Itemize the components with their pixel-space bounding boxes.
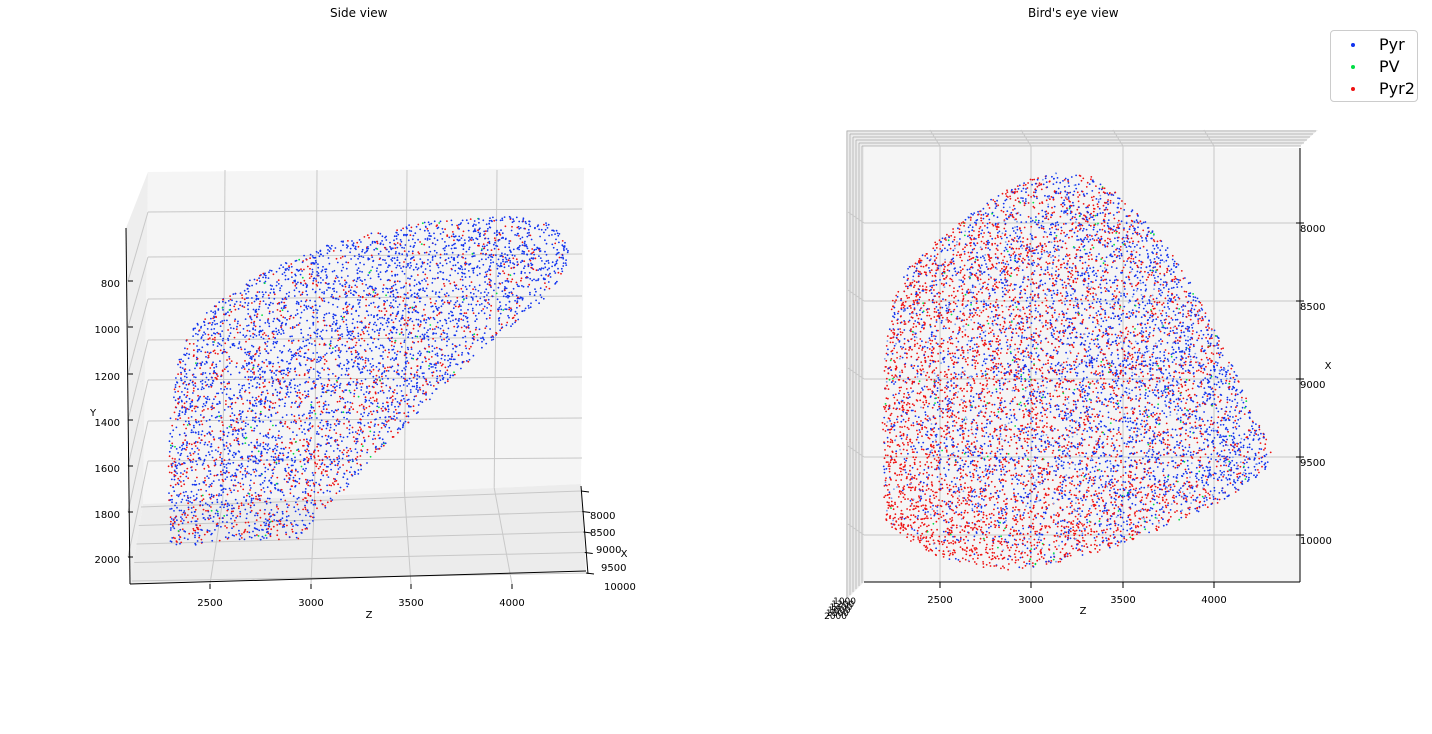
bev-tick-x-9000: 9000 bbox=[1300, 380, 1325, 391]
legend-marker-pyr2 bbox=[1351, 87, 1355, 91]
legend-marker-pv bbox=[1351, 65, 1355, 69]
side-tick-y-1000: 1000 bbox=[95, 325, 120, 336]
side-tick-y-1400: 1400 bbox=[95, 418, 120, 429]
legend-label-pyr: Pyr bbox=[1379, 35, 1405, 54]
bev-left-pane bbox=[846, 130, 864, 600]
bev-leftgrid-x-10000 bbox=[847, 523, 865, 536]
side-leftgrid-y-2000 bbox=[127, 460, 149, 558]
side-grid-z-3500 bbox=[403, 169, 408, 492]
side-x-axis-line bbox=[580, 485, 589, 575]
side-tick-y-1800: 1800 bbox=[95, 510, 120, 521]
legend-label-pv: PV bbox=[1379, 57, 1400, 76]
side-leftgrid-y-1800 bbox=[127, 420, 149, 513]
side-tick-x-9500: 9500 bbox=[601, 563, 626, 574]
side-tick-x-8500: 8500 bbox=[590, 528, 615, 539]
legend-marker-pyr bbox=[1351, 43, 1355, 47]
bev-topgrid-z-4000 bbox=[1203, 129, 1215, 147]
bev-leftgrid-x-9500 bbox=[847, 445, 865, 458]
side-leftgrid-y-1600 bbox=[127, 379, 149, 467]
bev-leftgrid-x-9000 bbox=[847, 367, 865, 380]
bev-z-axis-label: Z bbox=[1080, 606, 1087, 617]
bev-topgrid-z-2500 bbox=[929, 129, 941, 147]
side-floorgrid-z-3500 bbox=[403, 491, 412, 585]
side-floorgrid-x-8000 bbox=[140, 490, 582, 508]
bev-tick-x-8500: 8500 bbox=[1300, 302, 1325, 313]
bev-tick-y-1600: 1600 bbox=[828, 606, 851, 616]
bev-top-pane bbox=[846, 130, 1318, 146]
side-leftgrid-y-1200 bbox=[127, 298, 149, 375]
birds-eye-view-title: Bird's eye view bbox=[1028, 6, 1119, 20]
side-leftgrid-y-1400 bbox=[127, 339, 149, 421]
side-y-axis-label: Y bbox=[89, 408, 97, 419]
bev-leftgrid-x-8000 bbox=[847, 211, 865, 224]
bev-tick-z-3500: 3500 bbox=[1110, 595, 1135, 606]
bev-tick-z-3000: 3000 bbox=[1018, 595, 1043, 606]
bev-tick-y-1000: 1000 bbox=[833, 597, 856, 607]
legend-item-pyr2: Pyr2 bbox=[1331, 78, 1417, 100]
bev-x-axis-label: X bbox=[1325, 361, 1332, 372]
side-grid-y-1000 bbox=[147, 253, 583, 258]
bev-back-pane bbox=[864, 146, 1300, 582]
bev-tick-y-1800: 1800 bbox=[826, 609, 849, 619]
side-back-pane bbox=[143, 168, 584, 504]
side-grid-y-1400 bbox=[147, 336, 583, 341]
legend-label-pyr2: Pyr2 bbox=[1379, 79, 1415, 98]
side-tick-y-1200: 1200 bbox=[95, 372, 120, 383]
side-grid-y-1800 bbox=[147, 417, 583, 422]
side-tick-x-9000: 9000 bbox=[596, 545, 621, 556]
side-tick-z-3500: 3500 bbox=[398, 598, 423, 609]
bev-tick-x-8000: 8000 bbox=[1300, 224, 1325, 235]
side-tick-y-800: 800 bbox=[101, 279, 120, 290]
side-x-axis-label: X bbox=[621, 549, 628, 560]
legend: Pyr PV Pyr2 bbox=[1330, 30, 1418, 102]
side-floor-pane bbox=[130, 484, 586, 584]
side-tick-y-2000: 2000 bbox=[95, 555, 120, 566]
bev-topgrid-z-3000 bbox=[1020, 129, 1032, 147]
side-grid-y-1600 bbox=[147, 376, 583, 381]
side-leftgrid-y-1000 bbox=[127, 256, 149, 328]
side-tick-z-3000: 3000 bbox=[298, 598, 323, 609]
side-tick-x-8000: 8000 bbox=[590, 511, 615, 522]
side-floorgrid-x-9000 bbox=[136, 531, 584, 545]
side-grid-y-2000 bbox=[147, 457, 583, 462]
side-tick-z-4000: 4000 bbox=[499, 598, 524, 609]
bev-tick-y-1400: 1400 bbox=[829, 603, 852, 613]
side-tickmark-x-8000 bbox=[580, 490, 590, 493]
side-y-axis-line bbox=[125, 227, 131, 585]
side-tick-x-10000: 10000 bbox=[604, 582, 636, 593]
side-tickmark-x-10000 bbox=[585, 572, 595, 575]
side-tick-y-1600: 1600 bbox=[95, 464, 120, 475]
side-tick-z-2500: 2500 bbox=[197, 598, 222, 609]
side-grid-y-800 bbox=[147, 208, 583, 213]
bev-topgrid-z-3500 bbox=[1112, 129, 1124, 147]
bev-tick-x-10000: 10000 bbox=[1300, 536, 1332, 547]
bev-tick-y-2000: 2000 bbox=[824, 612, 847, 622]
legend-item-pyr: Pyr bbox=[1331, 34, 1417, 56]
side-leftgrid-y-800 bbox=[127, 211, 149, 282]
bev-tick-y-1200: 1200 bbox=[831, 600, 854, 610]
bev-tick-x-9500: 9500 bbox=[1300, 458, 1325, 469]
side-z-axis-label: Z bbox=[366, 610, 373, 621]
side-z-axis-line bbox=[129, 570, 587, 585]
side-floorgrid-x-9500 bbox=[134, 552, 585, 563]
bev-tick-z-4000: 4000 bbox=[1201, 595, 1226, 606]
side-view-points bbox=[167, 215, 569, 546]
side-grid-z-4000 bbox=[493, 169, 498, 488]
bev-tick-z-2500: 2500 bbox=[927, 595, 952, 606]
side-floorgrid-z-4000 bbox=[493, 487, 513, 585]
side-floorgrid-z-3000 bbox=[310, 495, 316, 585]
bev-points bbox=[881, 172, 1272, 571]
legend-item-pv: PV bbox=[1331, 56, 1417, 78]
side-floorgrid-x-8500 bbox=[138, 511, 583, 526]
side-tickmark-x-8500 bbox=[582, 511, 591, 513]
bev-leftgrid-x-8500 bbox=[847, 289, 865, 302]
side-view-title: Side view bbox=[330, 6, 388, 20]
